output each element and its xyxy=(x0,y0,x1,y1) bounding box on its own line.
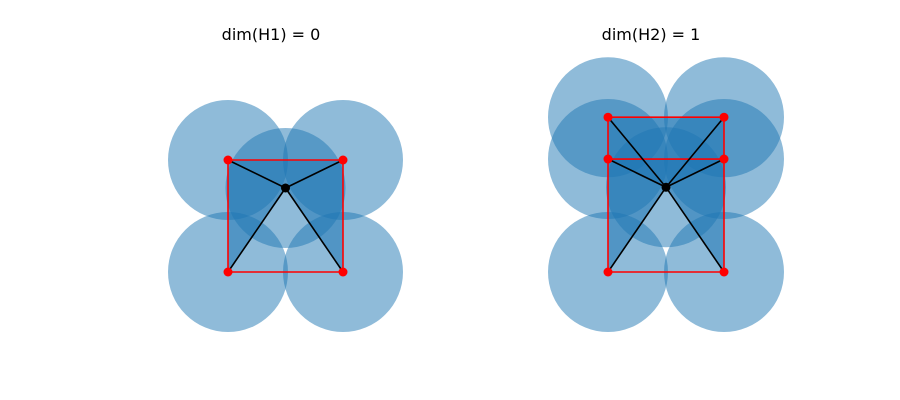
vertex-point xyxy=(223,155,233,165)
center-point xyxy=(661,182,671,192)
spoke-line xyxy=(607,116,667,188)
vertex-point xyxy=(603,154,613,164)
filled-triangle xyxy=(608,117,724,188)
filled-triangle xyxy=(666,159,724,272)
spoke-line xyxy=(665,158,725,188)
vertex-point xyxy=(719,267,729,277)
ball-layer xyxy=(168,100,403,332)
spoke-line xyxy=(607,158,667,188)
edge-layer xyxy=(607,116,725,273)
panel-title-left: dim(H1) = 0 xyxy=(222,25,321,44)
vertex-layer xyxy=(603,112,729,277)
vertex-point xyxy=(603,112,613,122)
spoke-layer xyxy=(607,116,725,273)
center-point xyxy=(281,183,290,193)
filled-triangle xyxy=(228,160,343,188)
vertex-point xyxy=(338,267,348,277)
vertex-point xyxy=(719,112,729,122)
vertex-layer xyxy=(223,155,348,277)
filled-triangle xyxy=(228,160,286,272)
filled-triangle xyxy=(608,159,666,272)
vertex-point xyxy=(719,154,729,164)
panel-left: dim(H1) = 0 xyxy=(168,25,403,332)
edge-layer xyxy=(227,159,344,273)
spoke-layer xyxy=(227,159,344,273)
spoke-line xyxy=(285,159,344,189)
spoke-line xyxy=(665,186,725,273)
spoke-line xyxy=(284,187,344,273)
triangle-fill-layer xyxy=(228,160,343,272)
panel-title-right: dim(H2) = 1 xyxy=(602,25,701,44)
spoke-line xyxy=(227,159,286,189)
filled-triangle xyxy=(285,160,343,272)
vertex-point xyxy=(603,267,613,277)
vertex-point xyxy=(338,155,348,165)
panel-right: dim(H2) = 1 xyxy=(548,25,784,332)
spoke-line xyxy=(607,186,667,273)
ball-layer xyxy=(548,57,784,332)
spoke-line xyxy=(665,116,725,188)
vertex-point xyxy=(223,267,233,277)
spoke-line xyxy=(227,187,287,273)
